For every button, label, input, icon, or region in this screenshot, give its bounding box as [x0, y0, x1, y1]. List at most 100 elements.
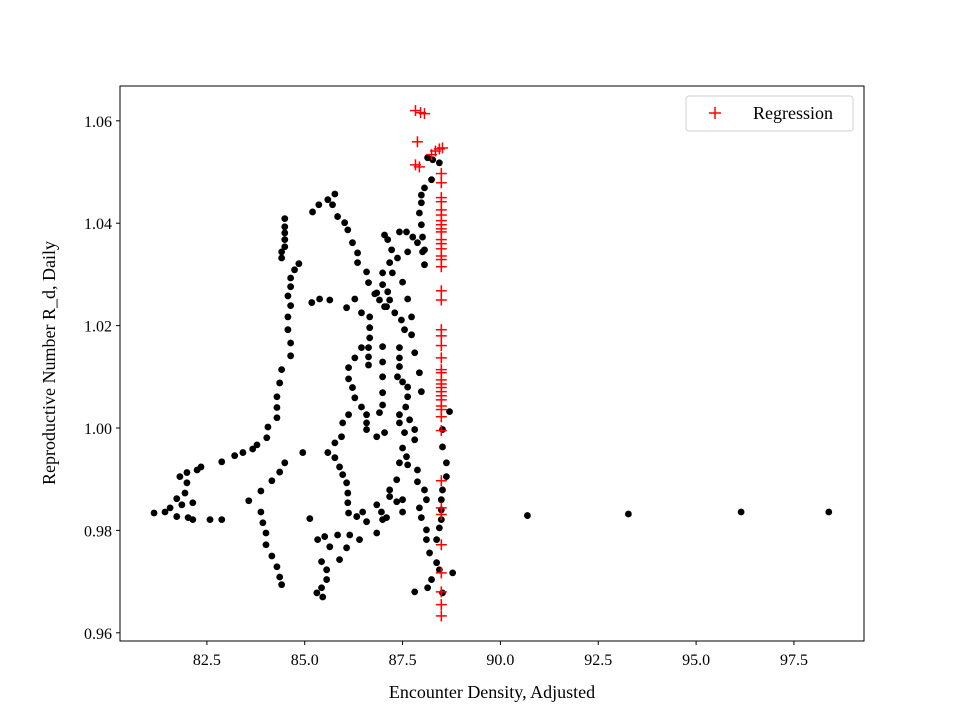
regression-point	[435, 168, 447, 180]
data-point	[351, 295, 359, 303]
data-point	[388, 246, 396, 254]
data-point	[365, 353, 372, 361]
data-point	[249, 445, 257, 453]
data-point	[276, 468, 284, 476]
regression-point	[411, 136, 423, 148]
data-point	[401, 429, 408, 437]
data-point	[181, 489, 189, 497]
data-point	[358, 344, 365, 352]
data-point	[178, 501, 186, 509]
y-axis-label: Reproductive Number R_d, Daily	[39, 241, 59, 485]
data-point	[366, 324, 374, 332]
x-tick-label: 85.0	[291, 652, 319, 669]
regression-point	[435, 425, 447, 437]
data-point	[351, 394, 359, 402]
data-point	[396, 363, 403, 370]
data-point	[363, 518, 370, 526]
data-point	[268, 552, 276, 560]
data-point	[421, 261, 428, 269]
data-point	[321, 533, 329, 540]
data-point	[403, 228, 410, 236]
data-point	[365, 361, 372, 369]
regression-point	[435, 539, 447, 551]
data-point	[423, 496, 430, 504]
y-tick-label: 0.98	[84, 523, 112, 540]
data-point	[273, 404, 281, 411]
data-point	[435, 524, 443, 532]
x-tick-label: 97.5	[780, 652, 808, 669]
data-point	[402, 403, 410, 411]
data-point	[399, 278, 406, 286]
data-point	[386, 493, 394, 501]
regression-point	[409, 105, 421, 117]
data-point	[278, 254, 286, 262]
data-point	[417, 514, 425, 522]
regression-point	[435, 330, 447, 342]
data-point	[218, 516, 226, 524]
data-point	[388, 269, 396, 277]
data-point	[173, 495, 181, 503]
data-point	[386, 486, 394, 494]
data-point	[281, 215, 289, 223]
data-point	[343, 544, 351, 552]
data-point	[428, 576, 435, 583]
data-point	[443, 473, 450, 481]
data-point	[423, 526, 430, 534]
data-point	[624, 510, 632, 518]
data-point	[287, 274, 295, 282]
data-point	[424, 584, 432, 592]
data-point	[253, 441, 261, 449]
data-point	[446, 408, 453, 416]
data-point	[429, 156, 437, 164]
data-point	[189, 516, 197, 524]
data-point	[349, 384, 356, 391]
data-point	[318, 558, 325, 566]
data-point	[363, 268, 370, 276]
data-point	[421, 246, 428, 254]
data-point	[344, 499, 352, 507]
data-point	[399, 496, 406, 504]
data-point	[423, 536, 430, 544]
data-point	[524, 512, 531, 519]
data-point	[354, 249, 361, 257]
data-point	[417, 191, 425, 199]
plot-marks	[150, 105, 833, 622]
data-point	[291, 266, 298, 274]
data-point	[391, 309, 399, 317]
data-point	[373, 501, 381, 509]
y-tick-label: 1.00	[84, 421, 112, 438]
data-point	[338, 433, 345, 441]
data-point	[343, 479, 351, 487]
y-axis: 0.96 0.98 1.00 1.02 1.04 1.06	[84, 114, 120, 643]
data-point	[363, 419, 370, 427]
data-point	[403, 453, 410, 461]
data-point	[287, 302, 295, 310]
data-point	[414, 466, 421, 474]
data-point	[324, 196, 332, 204]
x-tick-label: 95.0	[682, 652, 710, 669]
regression-point	[436, 142, 448, 154]
data-point	[351, 354, 359, 362]
regression-point	[435, 567, 447, 579]
data-point	[411, 436, 419, 444]
data-point	[345, 411, 352, 419]
data-point	[379, 516, 387, 524]
data-point	[439, 443, 446, 451]
data-point	[443, 459, 450, 467]
data-point	[278, 366, 286, 374]
legend-frame	[685, 95, 854, 132]
data-point	[363, 426, 370, 433]
data-point	[346, 531, 354, 539]
data-point	[408, 331, 415, 339]
data-point	[376, 409, 383, 417]
data-point	[336, 463, 343, 471]
data-point	[284, 292, 292, 300]
data-point	[345, 375, 352, 383]
legend-marker-plus-icon	[709, 107, 721, 119]
data-point	[318, 584, 325, 592]
data-point	[366, 334, 374, 342]
regression-point	[435, 177, 447, 189]
data-point	[379, 269, 387, 277]
regression-point	[435, 340, 447, 352]
data-point	[336, 556, 343, 563]
